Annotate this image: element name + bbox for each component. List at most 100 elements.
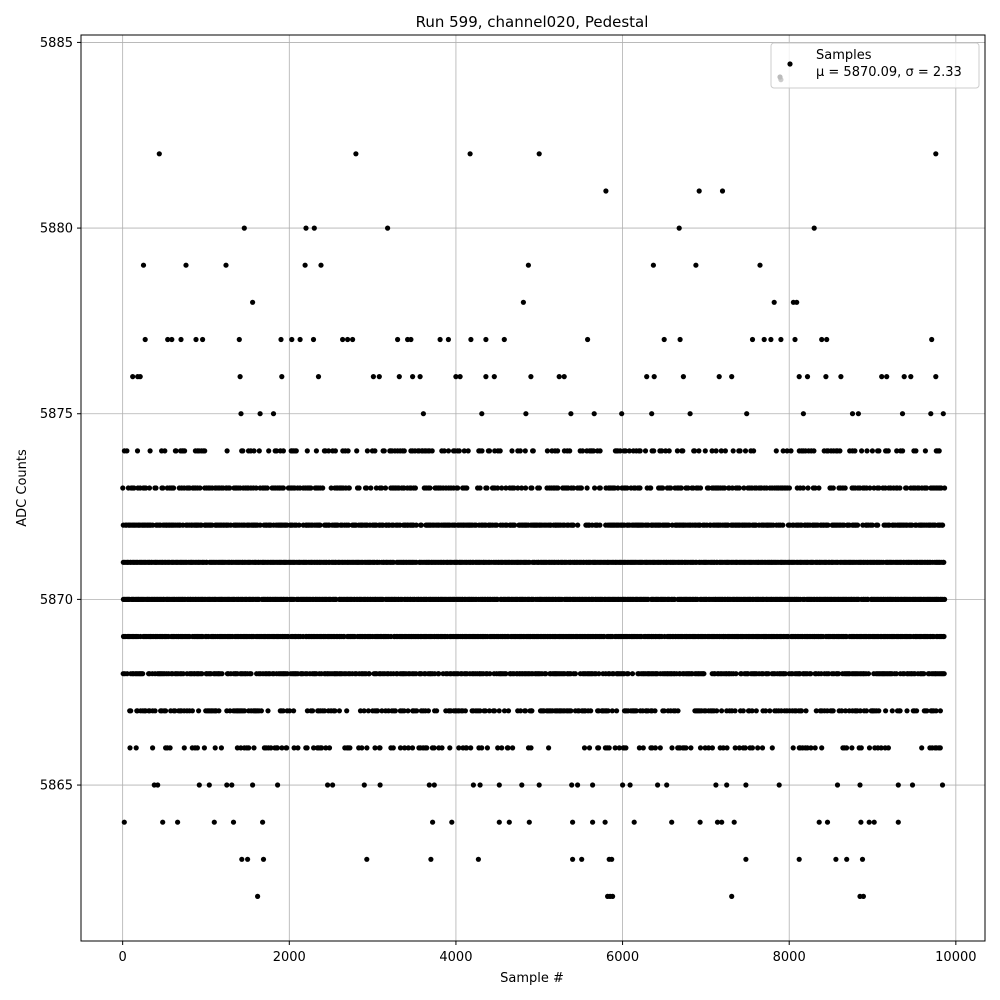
- sample-point: [568, 708, 574, 714]
- sample-point: [838, 374, 844, 380]
- sample-point: [526, 819, 532, 825]
- sample-point: [736, 745, 743, 751]
- sample-point: [479, 448, 485, 454]
- sample-point: [780, 522, 786, 528]
- sample-point: [356, 485, 362, 491]
- sample-point: [212, 745, 218, 751]
- sample-point: [160, 819, 166, 825]
- sample-point: [878, 745, 884, 751]
- sample-point: [455, 485, 461, 491]
- sample-point: [397, 745, 404, 751]
- sample-point: [137, 374, 143, 380]
- sample-point: [546, 745, 552, 751]
- sample-point: [408, 336, 414, 343]
- sample-point: [615, 485, 621, 491]
- sample-point: [729, 374, 735, 380]
- sample-point: [812, 745, 818, 751]
- sample-point: [941, 633, 947, 640]
- sample-point: [732, 708, 738, 714]
- sample-point: [590, 782, 596, 788]
- sample-point: [449, 819, 455, 825]
- sample-point: [523, 411, 529, 417]
- sample-point: [857, 708, 863, 714]
- sample-point: [311, 225, 317, 231]
- sample-point: [519, 782, 525, 788]
- sample-point: [318, 262, 324, 268]
- sample-point: [555, 448, 561, 454]
- sample-point: [445, 448, 452, 454]
- sample-point: [570, 819, 576, 825]
- sample-point: [470, 782, 476, 788]
- sample-point: [447, 745, 453, 751]
- sample-point: [127, 745, 133, 751]
- sample-point: [732, 745, 738, 751]
- sample-point: [893, 671, 900, 677]
- sample-point: [268, 745, 274, 751]
- sample-point: [702, 448, 708, 454]
- sample-point: [895, 782, 901, 788]
- sample-point: [245, 856, 251, 862]
- y-tick-label: 5880: [40, 222, 73, 237]
- chart-title: Run 599, channel020, Pedestal: [416, 13, 649, 31]
- sample-point: [486, 708, 492, 714]
- sample-point: [602, 819, 608, 825]
- sample-point: [885, 448, 891, 454]
- sample-point: [669, 745, 675, 751]
- sample-point: [279, 745, 285, 751]
- sample-point: [238, 411, 244, 417]
- y-tick-label: 5870: [40, 593, 73, 608]
- sample-point: [320, 485, 326, 491]
- sample-point: [899, 411, 906, 417]
- sample-point: [464, 485, 470, 491]
- sample-point: [412, 485, 418, 491]
- sample-point: [322, 708, 328, 714]
- sample-point: [864, 448, 870, 454]
- sample-point: [296, 522, 302, 528]
- sample-point: [376, 374, 382, 380]
- sample-point: [236, 336, 242, 343]
- sample-point: [677, 336, 683, 343]
- sample-point: [409, 745, 416, 751]
- sample-point: [876, 448, 882, 454]
- sample-point: [375, 708, 381, 714]
- sample-point: [197, 485, 203, 491]
- sample-point: [569, 782, 575, 788]
- sample-point: [865, 671, 872, 677]
- sample-point: [819, 336, 825, 343]
- sample-point: [431, 745, 437, 751]
- sample-point: [313, 448, 319, 454]
- sample-point: [876, 708, 882, 714]
- sample-point: [834, 782, 841, 788]
- sample-point: [511, 485, 517, 491]
- sample-point: [364, 856, 370, 862]
- sample-point: [687, 411, 693, 417]
- sample-point: [842, 485, 848, 491]
- sample-point: [239, 856, 245, 862]
- sample-point: [353, 151, 359, 157]
- sample-point: [567, 448, 573, 454]
- sample-point: [240, 448, 246, 454]
- sample-point: [427, 485, 433, 491]
- sample-point: [642, 448, 649, 454]
- sample-point: [430, 819, 436, 825]
- sample-point: [381, 448, 387, 454]
- sample-point: [626, 448, 633, 454]
- sample-point: [936, 448, 942, 454]
- sample-point: [385, 225, 391, 231]
- sample-point: [869, 448, 876, 454]
- legend-box: [770, 42, 980, 89]
- legend: Samples μ = 5870.09, σ = 2.33: [770, 42, 980, 89]
- sample-point: [575, 522, 581, 528]
- sample-point: [804, 374, 811, 380]
- sample-point: [555, 485, 561, 491]
- sample-point: [124, 671, 130, 677]
- sample-point: [933, 708, 939, 714]
- sample-point: [302, 262, 308, 268]
- sample-point: [609, 708, 615, 714]
- sample-point: [675, 708, 681, 714]
- x-tick-label: 8000: [773, 950, 806, 965]
- sample-point: [429, 448, 435, 454]
- sample-point: [666, 448, 672, 454]
- sample-point: [156, 151, 162, 157]
- sample-point: [424, 745, 430, 751]
